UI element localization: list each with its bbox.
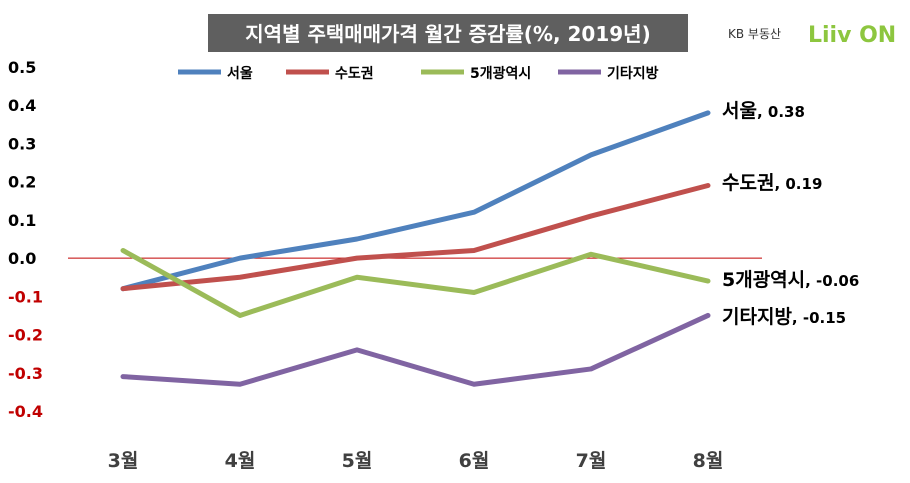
- legend-label: 수도권: [335, 66, 374, 82]
- y-tick-label: -0.4: [8, 402, 43, 421]
- series-end-label: 수도권, 0.19: [722, 172, 822, 194]
- chart-title-text: 지역별 주택매매가격 월간 증감률(%, 2019년): [245, 22, 650, 46]
- series-line: [120, 247, 711, 318]
- series-end-labels: 서울, 0.38 수도권, 0.19 5개광역시, -0.06 기타지방, -0.15: [722, 100, 859, 328]
- series-line: [120, 312, 711, 387]
- y-tick-label: 0.3: [8, 134, 36, 153]
- y-tick-label: -0.1: [8, 287, 43, 306]
- series-line: [120, 110, 711, 292]
- chart-title-background: [208, 14, 688, 52]
- x-tick-label: 3월: [108, 450, 139, 472]
- branding: KB 부동산 Liiv ON: [728, 23, 896, 48]
- series-end-label: 5개광역시, -0.06: [722, 269, 859, 291]
- x-tick-label: 8월: [693, 450, 724, 472]
- legend-label: 기타지방: [607, 65, 659, 82]
- x-axis: 3월 4월 5월 6월 7월 8월: [108, 450, 724, 472]
- x-tick-label: 4월: [225, 450, 256, 472]
- brand-logo-text: Liiv ON: [808, 23, 896, 48]
- y-tick-label: -0.3: [8, 364, 43, 383]
- y-axis: 0.5 0.4 0.3 0.2 0.1 0.0 -0.1 -0.2 -0.3 -0.4: [8, 58, 43, 421]
- series-line: [120, 182, 711, 292]
- y-tick-label: 0.1: [8, 211, 36, 230]
- chart-title: 지역별 주택매매가격 월간 증감률(%, 2019년): [208, 14, 688, 52]
- brand-kb-text: KB 부동산: [728, 27, 781, 41]
- x-tick-label: 7월: [576, 450, 607, 472]
- y-tick-label: 0.4: [8, 96, 36, 115]
- y-tick-label: 0.2: [8, 173, 36, 192]
- legend-label: 서울: [227, 65, 253, 82]
- x-tick-label: 6월: [459, 450, 490, 472]
- x-tick-label: 5월: [342, 450, 373, 472]
- series-lines: [120, 110, 711, 387]
- legend-label: 5개광역시: [470, 65, 531, 82]
- series-end-label: 기타지방, -0.15: [722, 306, 846, 328]
- y-tick-label: 0.0: [8, 249, 36, 268]
- y-tick-label: 0.5: [8, 58, 36, 77]
- series-end-label: 서울, 0.38: [722, 100, 805, 122]
- chart-legend: 서울 수도권 5개광역시 기타지방: [178, 65, 659, 82]
- y-tick-label: -0.2: [8, 326, 43, 345]
